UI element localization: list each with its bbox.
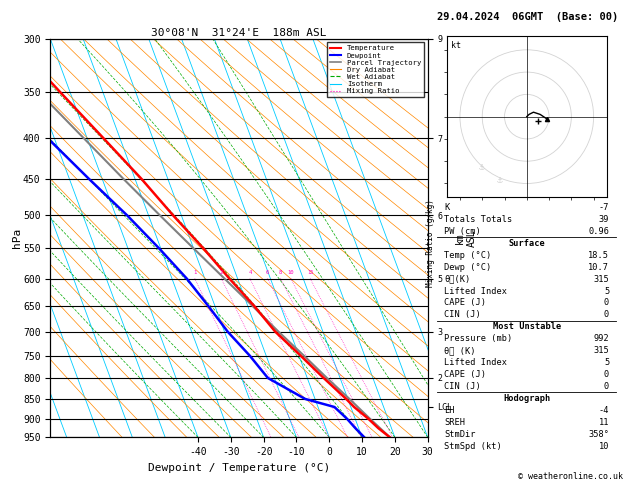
Text: CAPE (J): CAPE (J) — [444, 370, 486, 379]
Text: 0: 0 — [604, 370, 610, 379]
Text: 18.5: 18.5 — [588, 251, 610, 260]
Text: Hodograph: Hodograph — [503, 394, 550, 403]
Text: 315: 315 — [594, 275, 610, 284]
Text: EH: EH — [444, 406, 455, 415]
Text: ⚓: ⚓ — [479, 162, 485, 172]
Text: 2: 2 — [220, 270, 223, 276]
Text: Most Unstable: Most Unstable — [493, 322, 561, 331]
Text: 5: 5 — [604, 287, 610, 295]
Text: SREH: SREH — [444, 417, 465, 427]
Text: PW (cm): PW (cm) — [444, 227, 481, 236]
Text: 10.7: 10.7 — [588, 263, 610, 272]
Text: Temp (°C): Temp (°C) — [444, 251, 492, 260]
Text: © weatheronline.co.uk: © weatheronline.co.uk — [518, 472, 623, 481]
Text: 8: 8 — [279, 270, 282, 276]
Text: 992: 992 — [594, 334, 610, 343]
Text: 0: 0 — [604, 311, 610, 319]
Text: Lifted Index: Lifted Index — [444, 358, 508, 367]
Text: Mixing Ratio (g/kg): Mixing Ratio (g/kg) — [426, 199, 435, 287]
Text: StmDir: StmDir — [444, 430, 476, 438]
Text: CIN (J): CIN (J) — [444, 382, 481, 391]
Legend: Temperature, Dewpoint, Parcel Trajectory, Dry Adiabat, Wet Adiabat, Isotherm, Mi: Temperature, Dewpoint, Parcel Trajectory… — [327, 42, 424, 97]
Text: Totals Totals: Totals Totals — [444, 215, 513, 224]
Title: 30°08'N  31°24'E  188m ASL: 30°08'N 31°24'E 188m ASL — [151, 28, 327, 38]
Text: 4: 4 — [248, 270, 252, 276]
Text: Dewp (°C): Dewp (°C) — [444, 263, 492, 272]
Text: 0: 0 — [604, 298, 610, 308]
Text: -4: -4 — [599, 406, 610, 415]
Text: 29.04.2024  06GMT  (Base: 00): 29.04.2024 06GMT (Base: 00) — [437, 12, 618, 22]
Text: Pressure (mb): Pressure (mb) — [444, 334, 513, 343]
Text: 10: 10 — [599, 441, 610, 451]
Text: K: K — [444, 203, 450, 212]
Text: kt: kt — [452, 41, 462, 50]
Text: ⚓: ⚓ — [497, 175, 503, 186]
Text: 39: 39 — [599, 215, 610, 224]
Y-axis label: hPa: hPa — [12, 228, 22, 248]
Text: 6: 6 — [266, 270, 269, 276]
Text: Lifted Index: Lifted Index — [444, 287, 508, 295]
Text: -7: -7 — [599, 203, 610, 212]
Text: Surface: Surface — [508, 239, 545, 248]
Y-axis label: km
ASL: km ASL — [455, 229, 477, 247]
Text: 0.96: 0.96 — [588, 227, 610, 236]
Text: 1: 1 — [193, 270, 196, 276]
Text: 5: 5 — [604, 358, 610, 367]
Text: 0: 0 — [604, 382, 610, 391]
Text: 11: 11 — [599, 417, 610, 427]
Text: 15: 15 — [307, 270, 313, 276]
Text: CAPE (J): CAPE (J) — [444, 298, 486, 308]
Text: StmSpd (kt): StmSpd (kt) — [444, 441, 502, 451]
Text: CIN (J): CIN (J) — [444, 311, 481, 319]
X-axis label: Dewpoint / Temperature (°C): Dewpoint / Temperature (°C) — [148, 463, 330, 473]
Text: 315: 315 — [594, 346, 610, 355]
Text: θᴄ (K): θᴄ (K) — [444, 346, 476, 355]
Text: 358°: 358° — [588, 430, 610, 438]
Text: 10: 10 — [287, 270, 294, 276]
Text: θᴄ(K): θᴄ(K) — [444, 275, 470, 284]
